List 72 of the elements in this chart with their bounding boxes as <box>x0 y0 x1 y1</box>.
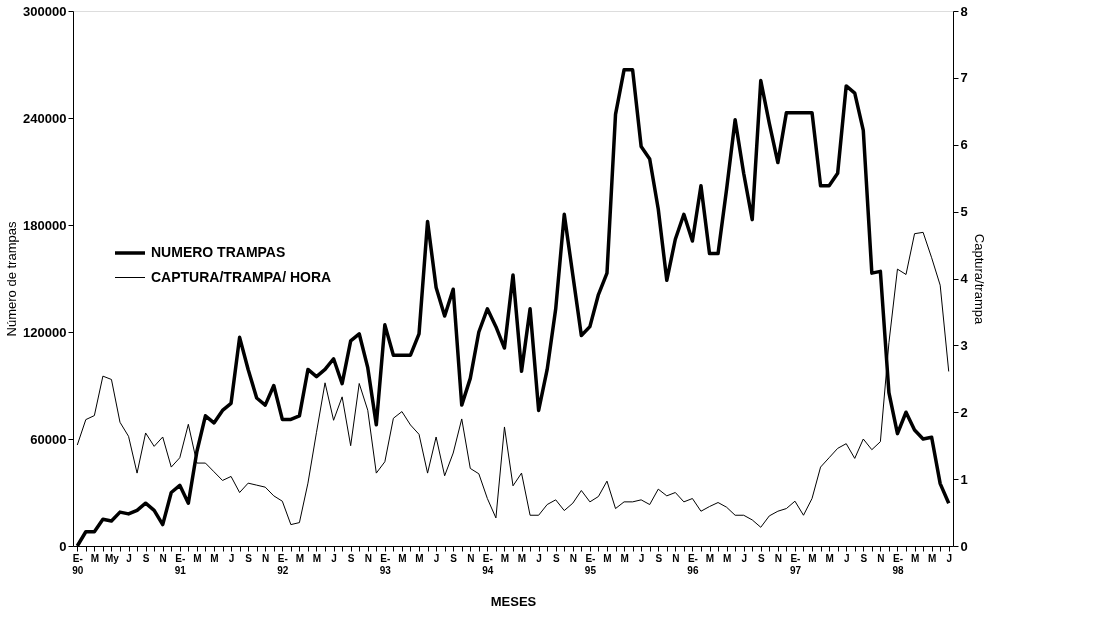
legend-label: CAPTURA/TRAMPA/ HORA <box>151 268 332 285</box>
x-tick-label: N <box>774 552 782 564</box>
y2-tick-label: 5 <box>960 204 968 220</box>
x-axis-title: MESES <box>490 593 537 609</box>
y-axis-title: Número de trampas <box>4 221 20 337</box>
x-tick-label: N <box>672 552 680 564</box>
x-tick-label: J <box>536 552 542 564</box>
x-tick-label: M <box>705 552 715 564</box>
x-tick-label: N <box>569 552 577 564</box>
x-tick-label: S <box>142 552 150 564</box>
x-tick-label: J <box>638 552 645 564</box>
legend-label: NUMERO TRAMPAS <box>151 244 286 260</box>
x-tick-label: J <box>126 552 132 564</box>
x-tick-label: N <box>364 552 372 564</box>
y2-tick-label: 8 <box>960 3 968 19</box>
x-tick-label: M <box>193 552 202 564</box>
x-tick-label: M <box>603 552 612 564</box>
y-tick-label: 120000 <box>23 324 67 340</box>
x-tick-label: M <box>295 552 305 564</box>
x-tick-label: M <box>398 552 407 564</box>
y2-tick-label: 0 <box>960 538 968 554</box>
x-tick-label: M <box>620 552 629 564</box>
x-tick-label: M <box>90 552 100 564</box>
x-tick-label: M <box>210 552 219 564</box>
x-tick-label: M <box>910 552 920 564</box>
x-tick-label: J <box>843 552 850 564</box>
x-tick-label: J <box>946 552 953 564</box>
y2-tick-label: 6 <box>960 137 968 153</box>
x-tick-label: J <box>228 552 235 564</box>
x-tick-label: My <box>104 552 120 564</box>
x-tick-label: M <box>500 552 510 564</box>
y2-tick-label: 1 <box>960 471 968 487</box>
x-tick-label: N <box>877 552 885 564</box>
x-tick-label: S <box>347 552 355 564</box>
x-tick-label: M <box>825 552 834 564</box>
x-tick-label: N <box>467 552 475 564</box>
x-tick-label: M <box>312 552 322 564</box>
y2-tick-label: 3 <box>960 337 968 353</box>
x-tick-label: M <box>927 552 937 564</box>
x-tick-label: S <box>655 552 663 564</box>
x-tick-label: M <box>808 552 817 564</box>
x-tick-label: M <box>415 552 424 564</box>
x-tick-label: S <box>860 552 868 564</box>
y2-tick-label: 2 <box>960 404 968 420</box>
x-tick-label: E- 90 <box>72 552 84 576</box>
x-tick-label: N <box>159 552 167 564</box>
x-tick-label: M <box>517 552 527 564</box>
x-tick-label: E- 96 <box>687 552 699 576</box>
y2-tick-label: 7 <box>960 70 968 86</box>
x-tick-label: N <box>262 552 270 564</box>
x-tick-label: S <box>757 552 765 564</box>
y-tick-label: 300000 <box>23 3 67 19</box>
x-tick-label: J <box>741 552 747 564</box>
x-tick-label: E- 92 <box>277 552 289 576</box>
x-tick-label: E- 98 <box>892 552 904 576</box>
x-tick-label: S <box>450 552 458 564</box>
x-tick-label: J <box>331 552 337 564</box>
y-tick-label: 180000 <box>23 217 67 233</box>
x-tick-label: E- 91 <box>174 552 187 576</box>
y2-tick-label: 4 <box>960 271 969 286</box>
x-tick-label: E- 94 <box>482 552 494 576</box>
y-tick-label: 0 <box>59 538 67 554</box>
x-tick-label: E- 97 <box>789 552 802 576</box>
y-tick-label: 60000 <box>30 431 67 447</box>
y-tick-label: 240000 <box>23 110 67 126</box>
x-tick-label: M <box>722 552 732 564</box>
x-tick-label: S <box>552 552 560 564</box>
x-tick-label: E- 95 <box>584 552 597 576</box>
y2-axis-title: Captura/trampa <box>971 233 987 325</box>
x-tick-label: S <box>245 552 253 564</box>
x-tick-label: J <box>433 552 440 564</box>
x-tick-label: E- 93 <box>379 552 392 576</box>
